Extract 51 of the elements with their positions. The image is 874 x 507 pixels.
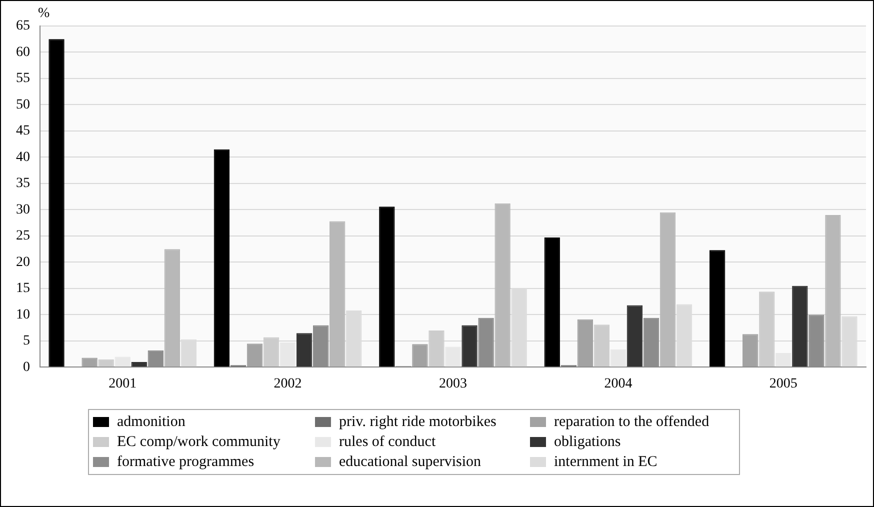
legend-label: formative programmes xyxy=(117,454,254,470)
legend-label: internment in EC xyxy=(554,454,658,470)
legend-label: rules of conduct xyxy=(339,434,436,450)
y-tick-label: 35 xyxy=(16,176,30,192)
legend-label: EC comp/work community xyxy=(117,434,280,450)
y-tick-label: 30 xyxy=(16,202,30,218)
y-tick-label: 65 xyxy=(16,18,30,34)
bar xyxy=(131,362,147,367)
bar xyxy=(660,212,676,367)
bar xyxy=(82,358,98,367)
bar xyxy=(379,206,395,367)
y-tick-label: 10 xyxy=(16,307,30,322)
y-tick-label: 5 xyxy=(23,334,30,349)
legend-label: admonition xyxy=(117,414,186,430)
bar xyxy=(48,39,64,367)
y-tick-label: 25 xyxy=(16,228,30,244)
y-tick-label: 45 xyxy=(16,124,30,139)
bar xyxy=(544,238,560,367)
bar xyxy=(296,333,312,367)
y-tick-label: 60 xyxy=(16,44,30,60)
legend-label: priv. right ride motorbikes xyxy=(339,414,496,430)
bar xyxy=(246,344,263,367)
y-tick-label: 15 xyxy=(16,281,30,296)
legend-label: obligations xyxy=(554,434,621,450)
y-axis-title: % xyxy=(38,6,50,22)
bar xyxy=(164,249,180,367)
x-tick-label: 2001 xyxy=(108,376,137,392)
y-tick-label: 55 xyxy=(16,71,30,86)
legend-label: educational supervision xyxy=(339,454,482,470)
y-tick-label: 20 xyxy=(16,254,30,270)
bar xyxy=(412,344,428,367)
bar xyxy=(330,221,346,367)
bar xyxy=(280,342,296,367)
y-tick-label: 0 xyxy=(23,360,30,375)
bar xyxy=(462,325,478,367)
x-tick-label: 2004 xyxy=(604,376,632,392)
bar xyxy=(709,250,726,367)
bar xyxy=(98,359,114,367)
y-tick-label: 50 xyxy=(16,97,30,112)
y-tick-label: 40 xyxy=(16,150,30,165)
bar xyxy=(626,305,643,367)
legend-label: reparation to the offended xyxy=(554,414,710,430)
bar xyxy=(742,334,758,367)
bar xyxy=(792,286,808,367)
x-tick-label: 2005 xyxy=(769,376,798,392)
bar xyxy=(577,319,594,367)
bar xyxy=(494,203,510,367)
bar xyxy=(825,214,841,367)
x-tick-label: 2002 xyxy=(274,376,302,392)
bar xyxy=(214,149,230,367)
x-tick-label: 2003 xyxy=(439,376,467,392)
